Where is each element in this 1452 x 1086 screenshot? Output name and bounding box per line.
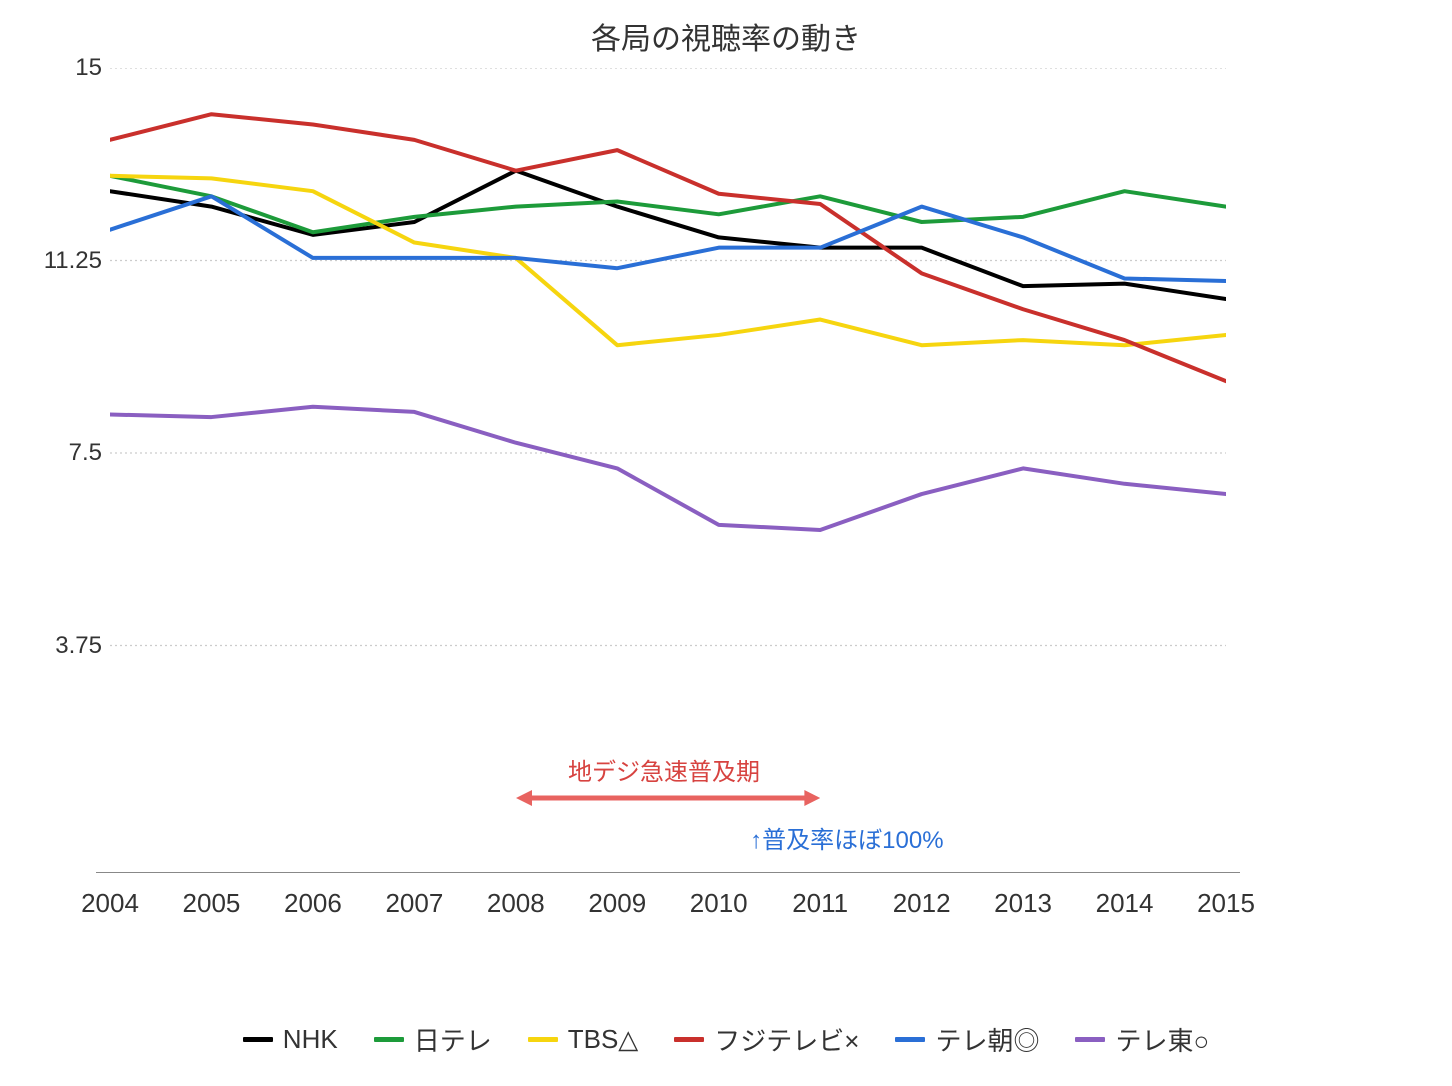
x-tick-label: 2012: [893, 888, 951, 919]
annotation-sub-label: ↑普及率ほぼ100%: [750, 820, 943, 855]
legend-label: 日テレ: [414, 1021, 492, 1058]
legend-label: NHK: [283, 1024, 338, 1055]
legend-item: 日テレ: [374, 1021, 492, 1058]
legend-label: テレ朝◎: [935, 1021, 1039, 1058]
legend-swatch: [243, 1037, 273, 1042]
x-tick-label: 2007: [385, 888, 443, 919]
chart-container: 各局の視聴率の動き 3.75 7.5 11.25 15 2004 2005 2006 200…: [0, 0, 1452, 1086]
legend-label: テレ東○: [1115, 1021, 1209, 1058]
legend-label: フジテレビ×: [714, 1021, 859, 1058]
legend-swatch: [674, 1037, 704, 1042]
x-axis-line: [96, 872, 1240, 873]
plot-svg: [110, 68, 1226, 838]
legend-item: テレ朝◎: [895, 1021, 1039, 1058]
x-tick-label: 2005: [183, 888, 241, 919]
legend-swatch: [528, 1037, 558, 1042]
x-tick-label: 2013: [994, 888, 1052, 919]
x-tick-label: 2004: [81, 888, 139, 919]
x-tick-label: 2008: [487, 888, 545, 919]
y-tick-label: 15: [75, 54, 102, 82]
x-tick-label: 2009: [588, 888, 646, 919]
y-tick-label: 11.25: [44, 247, 102, 275]
legend-swatch: [374, 1037, 404, 1042]
x-tick-label: 2014: [1096, 888, 1154, 919]
x-tick-label: 2010: [690, 888, 748, 919]
x-tick-label: 2011: [792, 888, 848, 919]
legend-item: フジテレビ×: [674, 1021, 859, 1058]
legend-item: TBS△: [528, 1021, 639, 1058]
y-tick-label: 7.5: [69, 439, 102, 467]
legend-swatch: [895, 1037, 925, 1042]
annotation-arrow-label: 地デジ急速普及期: [568, 752, 760, 787]
legend: NHK 日テレ TBS△ フジテレビ× テレ朝◎ テレ東○: [0, 1021, 1452, 1058]
chart-title: 各局の視聴率の動き: [0, 14, 1452, 58]
annotation-arrow: [516, 786, 820, 810]
y-tick-label: 3.75: [55, 632, 102, 660]
legend-item: NHK: [243, 1021, 338, 1058]
legend-swatch: [1075, 1037, 1105, 1042]
x-tick-label: 2015: [1197, 888, 1255, 919]
plot-area: [110, 68, 1226, 838]
legend-label: TBS△: [568, 1024, 639, 1055]
x-tick-label: 2006: [284, 888, 342, 919]
legend-item: テレ東○: [1075, 1021, 1209, 1058]
